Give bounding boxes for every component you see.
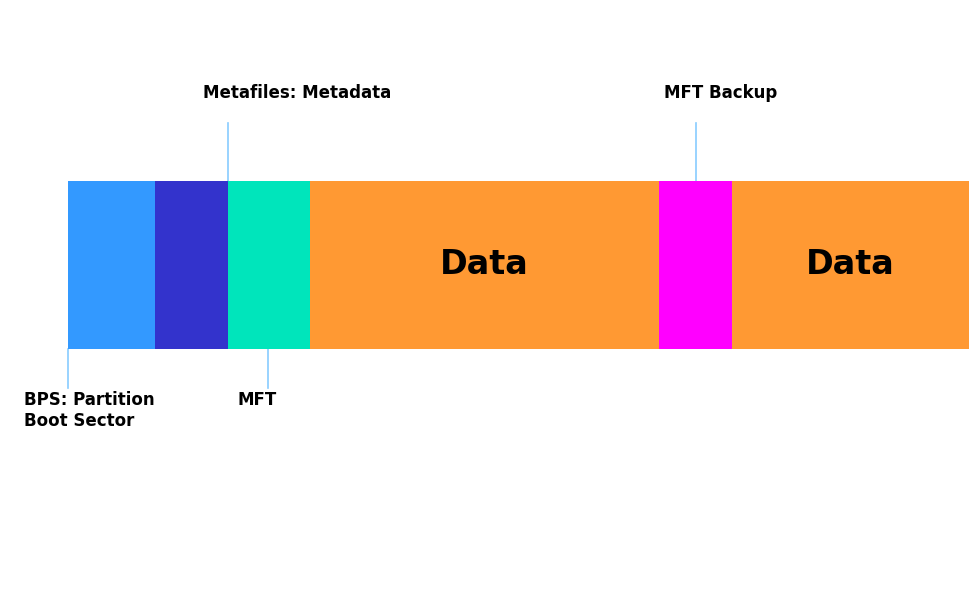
Text: BPS: Partition
Boot Sector: BPS: Partition Boot Sector (24, 391, 155, 430)
Bar (310, 181, 659, 349)
Bar (155, 181, 228, 349)
Bar (732, 181, 969, 349)
Bar (228, 181, 310, 349)
Text: Data: Data (806, 249, 894, 281)
Text: Data: Data (440, 249, 529, 281)
Text: MFT: MFT (237, 391, 277, 409)
Text: MFT Backup: MFT Backup (664, 84, 777, 102)
Bar (68, 181, 155, 349)
Bar (659, 181, 732, 349)
Text: Metafiles: Metadata: Metafiles: Metadata (203, 84, 391, 102)
